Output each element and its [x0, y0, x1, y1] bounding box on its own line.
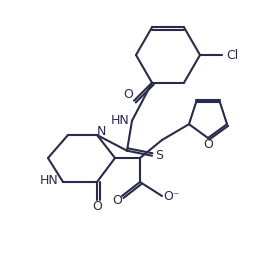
- Text: O: O: [203, 138, 213, 150]
- Text: O: O: [123, 88, 133, 101]
- Text: N: N: [96, 125, 106, 138]
- Text: S: S: [155, 149, 163, 162]
- Text: O⁻: O⁻: [164, 190, 180, 203]
- Text: Cl: Cl: [226, 48, 238, 61]
- Text: O: O: [92, 200, 102, 213]
- Text: HN: HN: [111, 114, 129, 127]
- Text: O: O: [112, 195, 122, 207]
- Text: HN: HN: [40, 174, 58, 186]
